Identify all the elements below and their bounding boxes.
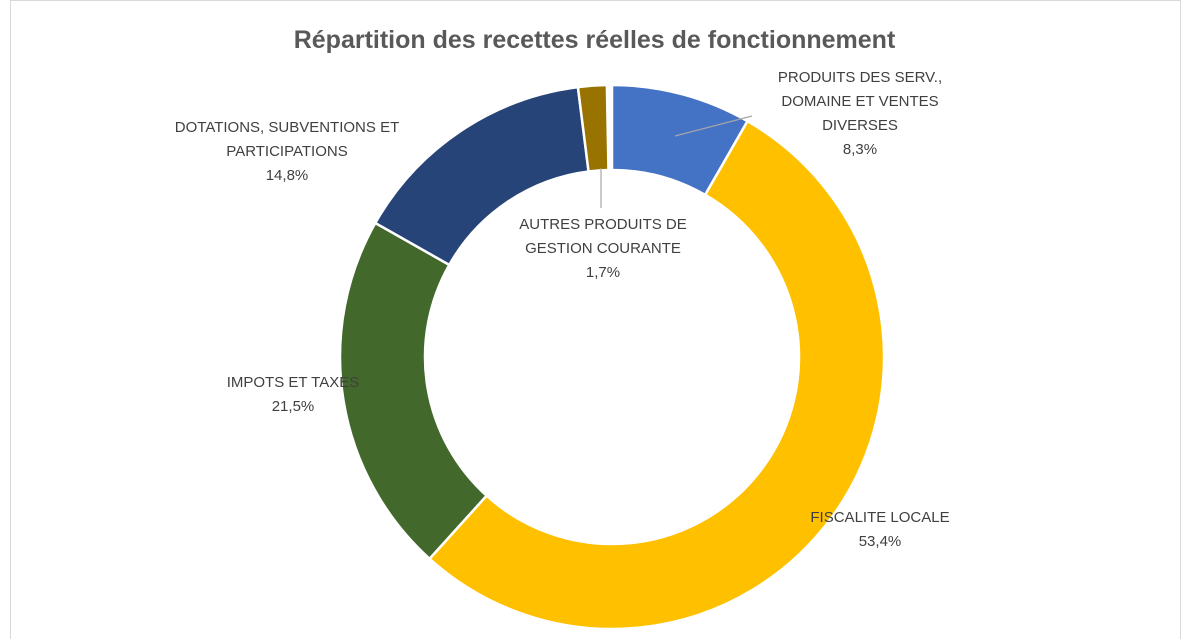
value-label: 21,5%	[271, 398, 315, 415]
chart-border	[10, 0, 1181, 639]
category-label: DOTATIONS, SUBVENTIONS ET PARTICIPATIONS	[174, 119, 400, 160]
category-label: AUTRES PRODUITS DE GESTION COURANTE	[519, 216, 687, 257]
value-label: 53,4%	[858, 533, 902, 550]
value-label: 14,8%	[265, 167, 309, 184]
category-label: FISCALITE LOCALE	[810, 509, 950, 526]
category-label: PRODUITS DES SERV., DOMAINE ET VENTES DI…	[777, 69, 943, 134]
data-label: PRODUITS DES SERV., DOMAINE ET VENTES DI…	[760, 66, 960, 162]
category-label: IMPOTS ET TAXES	[226, 374, 360, 391]
data-label: FISCALITE LOCALE 53,4%	[790, 506, 970, 554]
data-label: DOTATIONS, SUBVENTIONS ET PARTICIPATIONS…	[172, 116, 402, 188]
value-label: 8,3%	[842, 141, 878, 158]
slice	[576, 83, 610, 173]
data-label: IMPOTS ET TAXES 21,5%	[203, 371, 383, 419]
value-label: 1,7%	[585, 264, 621, 281]
data-label: AUTRES PRODUITS DE GESTION COURANTE 1,7%	[503, 213, 703, 285]
leader-line	[674, 115, 753, 137]
chart-title: Répartition des recettes réelles de fonc…	[293, 26, 896, 54]
slice	[427, 119, 886, 631]
